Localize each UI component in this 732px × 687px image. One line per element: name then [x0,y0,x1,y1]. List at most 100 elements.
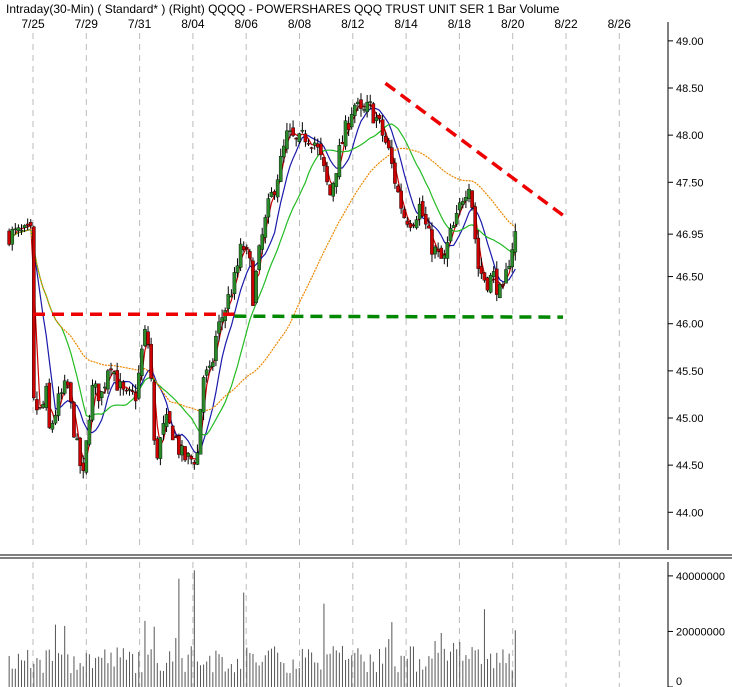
candle-body [19,229,24,232]
candle-body [488,274,493,293]
ma-medium-line [8,107,516,455]
candle-body [439,247,444,259]
candle-body [229,295,234,298]
candle-body [96,383,101,402]
y-tick-label: 46.00 [676,319,704,331]
candle-body [164,414,169,428]
grid-layer [32,22,620,687]
candle-body [414,219,419,229]
candle-body [217,321,221,334]
y-tick-label: 48.00 [676,130,704,142]
candle-body [322,157,326,167]
candle-body [282,145,286,158]
candle-body [396,185,400,193]
candle-body [121,381,126,390]
candle-body [32,226,36,399]
candle-body [303,133,308,143]
volume-tick-labels: 40000000 20000000 0 [676,571,725,687]
candle-body [127,389,132,391]
x-tick-label: 8/20 [501,17,525,31]
candle-body [220,317,224,323]
moving-averages [8,103,516,460]
y-tick-label: 47.50 [676,177,704,189]
candle-body [374,117,379,121]
candle-body [90,385,95,421]
candle-body [136,372,141,399]
candle-body [368,101,373,103]
candle-body [390,147,394,164]
x-tick-label: 8/06 [235,17,259,31]
candle-body [84,440,89,473]
candle-body [207,365,212,368]
candle-body [312,142,317,146]
ma-fast-line [8,103,516,460]
candle-body [353,104,357,116]
candle-body [10,229,15,245]
candle-body [479,265,484,274]
candle-body [87,419,92,445]
candle-body [174,436,178,438]
candle-body [241,246,246,250]
candle-body [59,392,64,394]
candle-body [491,271,496,277]
candle-body [22,225,27,228]
candle-body [448,228,453,242]
candle-body [251,260,255,306]
candle-body [362,109,366,111]
candle-body [275,179,280,198]
x-tick-label: 8/18 [448,17,472,31]
candle-body [25,223,30,226]
candle-body [238,243,243,268]
candle-body [16,227,21,231]
candle-body [13,228,18,231]
support-line [234,314,564,319]
candle-body [257,245,261,270]
candle-body [451,225,456,228]
candle-body [445,242,450,259]
candle-body [109,368,113,371]
candle-body [72,402,76,438]
candle-body [260,234,265,250]
candle-body [420,201,425,217]
chart-title: Intraday(30-Min) ( Standard* ) (Right) Q… [6,2,560,16]
candle-body [7,230,11,245]
candle-body [248,251,252,259]
candle-body [161,423,166,435]
candle-body [454,213,459,225]
candle-body [470,190,474,208]
x-tick-label: 8/14 [394,17,418,31]
candle-body [278,156,283,182]
candle-body [130,390,135,392]
candle-body [436,249,440,252]
candle-body [501,284,505,286]
candle-body [103,386,107,389]
candle-body [371,103,376,124]
candles [7,93,518,479]
candle-body [118,381,123,388]
candle-body [423,214,428,225]
candle-body [50,423,55,430]
candle-body [485,277,490,291]
candle-body [285,130,289,150]
axes [0,22,732,687]
candle-body [167,411,172,424]
y-tick-labels: 49.00 48.50 48.00 47.50 46.95 46.50 46.00 45.50… [676,36,704,519]
x-tick-label: 8/12 [341,17,365,31]
candle-body [306,143,311,145]
candle-body [507,265,511,269]
candle-body [62,380,67,394]
candle-body [69,382,73,402]
candle-body [124,389,129,392]
candle-body [204,369,209,376]
candle-body [155,438,160,459]
candle-body [297,133,302,142]
candle-body [380,119,385,136]
candle-body [28,222,33,226]
trend-lines [33,81,565,319]
candle-body [143,329,147,346]
candle-body [41,404,45,408]
candle-body [510,249,515,268]
candle-body [158,437,163,459]
resistance-line [384,81,565,217]
